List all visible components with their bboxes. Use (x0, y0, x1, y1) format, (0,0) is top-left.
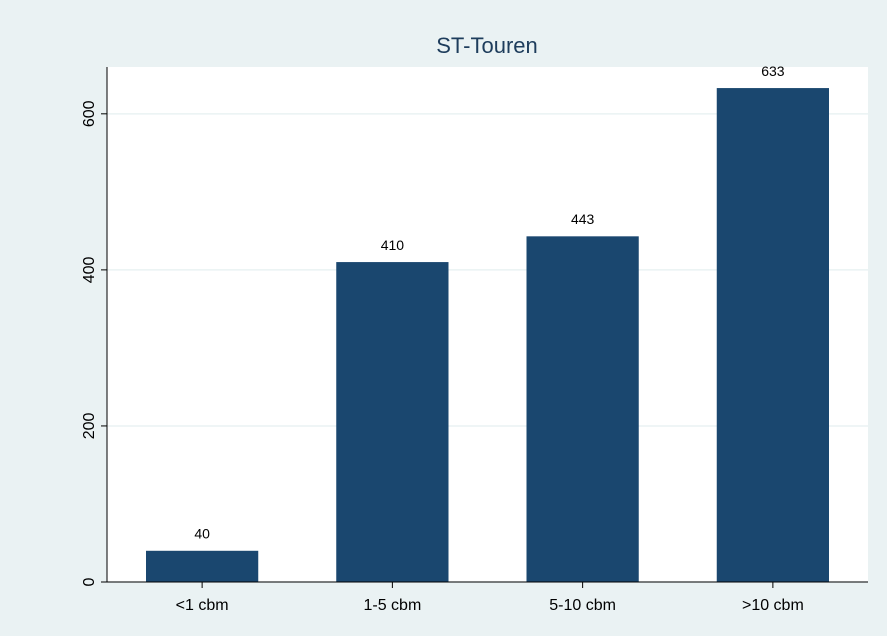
value-label: 443 (571, 211, 595, 227)
bar (336, 262, 449, 582)
value-label: 40 (194, 525, 210, 541)
x-tick-label: >10 cbm (742, 597, 804, 614)
x-tick-label: 5-10 cbm (549, 597, 616, 614)
bar (716, 88, 829, 583)
bar (526, 236, 639, 583)
y-tick-label: 400 (81, 256, 98, 283)
chart-title: ST-Touren (436, 33, 538, 58)
y-tick-label: 200 (81, 412, 98, 439)
bar (146, 550, 259, 582)
y-tick-label: 600 (81, 100, 98, 127)
value-label: 633 (761, 63, 785, 79)
x-tick-label: 1-5 cbm (363, 597, 421, 614)
x-tick-label: <1 cbm (176, 597, 229, 614)
y-tick-label: 0 (81, 577, 98, 586)
value-label: 410 (381, 237, 405, 253)
